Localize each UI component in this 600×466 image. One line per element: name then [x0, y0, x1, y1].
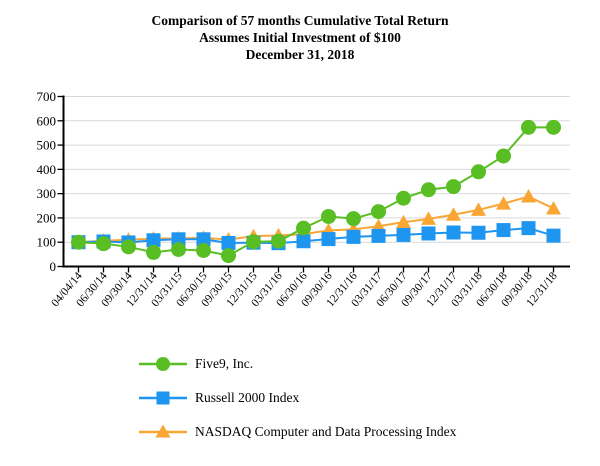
legend-label-nasdaq-computer: NASDAQ Computer and Data Processing Inde…: [195, 424, 457, 439]
legend-row-five9: Five9, Inc.: [139, 347, 456, 381]
chart-title: Comparison of 57 months Cumulative Total…: [0, 12, 600, 63]
series-square: [71, 221, 561, 251]
legend-row-russell-2000: Russell 2000 Index: [139, 381, 456, 415]
y-tick-label: 700: [37, 89, 57, 104]
gridlines: [63, 96, 570, 243]
nasdaq-computer-line-marker-icon: [139, 424, 187, 438]
legend-label-five9: Five9, Inc.: [195, 356, 254, 371]
chart-canvas: 0 100 200 300 400 500 600 700 04/04/1406/30/1409…: [37, 89, 570, 309]
x-axis: 04/04/1406/30/1409/30/1412/31/1403/31/15…: [49, 265, 570, 309]
y-tick-label: 0: [50, 259, 57, 274]
y-tick-label: 300: [37, 186, 57, 201]
russell-2000-line-marker-icon: [139, 391, 187, 405]
legend-label-russell-2000: Russell 2000 Index: [195, 390, 300, 405]
y-tick-label: 400: [37, 162, 57, 177]
y-tick-label: 100: [37, 235, 57, 250]
y-axis: 0 100 200 300 400 500 600 700: [37, 89, 65, 274]
chart-title-line2: Assumes Initial Investment of $100: [199, 30, 401, 45]
y-tick-label: 600: [37, 113, 57, 128]
series-circle: [71, 119, 561, 264]
chart-legend: Five9, Inc. Russell 2000 Index NASDAQ Co…: [139, 347, 456, 449]
y-tick-label: 500: [37, 138, 57, 153]
y-tick-label: 200: [37, 210, 57, 225]
chart-title-line1: Comparison of 57 months Cumulative Total…: [151, 13, 449, 28]
five9-line-marker-icon: [139, 357, 187, 371]
legend-row-nasdaq-computer: NASDAQ Computer and Data Processing Inde…: [139, 415, 456, 449]
chart-title-line3: December 31, 2018: [245, 47, 355, 62]
